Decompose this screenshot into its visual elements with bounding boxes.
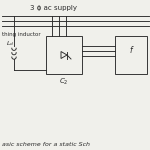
Text: $C_2$: $C_2$ bbox=[59, 77, 69, 87]
Text: 3 ϕ ac supply: 3 ϕ ac supply bbox=[30, 5, 77, 11]
Bar bbox=[46, 36, 82, 74]
Text: $L_d$: $L_d$ bbox=[6, 39, 14, 48]
Text: asic scheme for a static Sch: asic scheme for a static Sch bbox=[2, 142, 90, 147]
Text: f: f bbox=[130, 46, 132, 55]
Text: thing inductor: thing inductor bbox=[2, 32, 41, 37]
Bar bbox=[115, 36, 147, 74]
